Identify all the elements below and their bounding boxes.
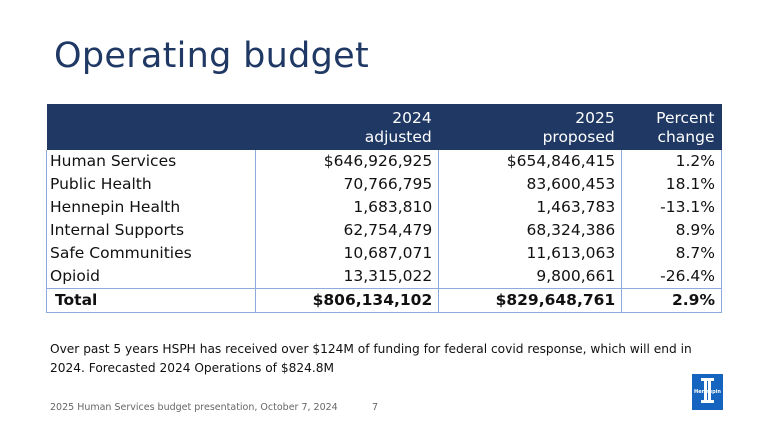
row-label: Total xyxy=(45,288,257,313)
logo: Hennepin xyxy=(692,374,723,410)
total-row: Total $806,134,102 $829,648,761 2.9% xyxy=(45,288,722,313)
row-label: Internal Supports xyxy=(45,219,257,242)
cell: 68,324,386 xyxy=(438,219,623,242)
logo-icon xyxy=(701,378,714,403)
note-line: Over past 5 years HSPH has received over… xyxy=(50,342,692,356)
row-label: Hennepin Health xyxy=(45,196,257,219)
header-cell xyxy=(46,104,256,150)
header-cell: 2025 proposed xyxy=(438,104,622,150)
header-line: Percent xyxy=(656,109,715,127)
cell: 70,766,795 xyxy=(255,173,440,196)
cell: 11,613,063 xyxy=(438,242,623,265)
cell: 13,315,022 xyxy=(255,265,440,289)
cell: 9,800,661 xyxy=(438,265,623,289)
cell: 10,687,071 xyxy=(255,242,440,265)
table-row: Internal Supports 62,754,479 68,324,386 8.9… xyxy=(45,219,722,242)
header-cell: 2024 adjusted xyxy=(255,104,439,150)
row-label: Opioid xyxy=(45,265,257,289)
row-label: Public Health xyxy=(45,173,257,196)
header-row: 2024 adjusted 2025 proposed Percent change xyxy=(46,104,722,150)
table-body: Human Services $646,926,925 $654,846,415 1.… xyxy=(45,150,722,313)
logo-text: Hennepin xyxy=(694,389,721,395)
cell: 8.9% xyxy=(621,219,722,242)
table-row: Hennepin Health 1,683,810 1,463,783 -13.1% xyxy=(45,196,722,219)
cell: 83,600,453 xyxy=(438,173,623,196)
table-row: Safe Communities 10,687,071 11,613,063 8.7% xyxy=(45,242,722,265)
table-row: Public Health 70,766,795 83,600,453 18.1% xyxy=(45,173,722,196)
cell: 18.1% xyxy=(621,173,722,196)
cell: 1,683,810 xyxy=(255,196,440,219)
slide-title: Operating budget xyxy=(54,36,369,76)
cell: -26.4% xyxy=(621,265,722,289)
header-line: change xyxy=(657,128,715,146)
note: Over past 5 years HSPH has received over… xyxy=(50,340,692,378)
cell: $646,926,925 xyxy=(255,150,440,173)
note-line: 2024. Forecasted 2024 Operations of $824… xyxy=(50,361,334,375)
cell: -13.1% xyxy=(621,196,722,219)
header-line: proposed xyxy=(542,128,615,146)
page-number: 7 xyxy=(372,402,379,413)
cell: $654,846,415 xyxy=(438,150,623,173)
table-row: Opioid 13,315,022 9,800,661 -26.4% xyxy=(45,265,722,289)
cell: 2.9% xyxy=(621,288,722,313)
header-line: adjusted xyxy=(364,128,432,146)
footer: 2025 Human Services budget presentation,… xyxy=(50,402,338,413)
cell: 1,463,783 xyxy=(438,196,623,219)
cell: $806,134,102 xyxy=(255,288,440,313)
cell: $829,648,761 xyxy=(438,288,623,313)
table-row: Human Services $646,926,925 $654,846,415 1.… xyxy=(45,150,722,173)
row-label: Human Services xyxy=(45,150,257,173)
cell: 62,754,479 xyxy=(255,219,440,242)
header-cell: Percent change xyxy=(621,104,722,150)
header-line: 2024 xyxy=(392,109,432,127)
budget-table: 2024 adjusted 2025 proposed Percent change Hu… xyxy=(45,104,722,313)
row-label: Safe Communities xyxy=(45,242,257,265)
header-line: 2025 xyxy=(575,109,615,127)
cell: 8.7% xyxy=(621,242,722,265)
cell: 1.2% xyxy=(621,150,722,173)
